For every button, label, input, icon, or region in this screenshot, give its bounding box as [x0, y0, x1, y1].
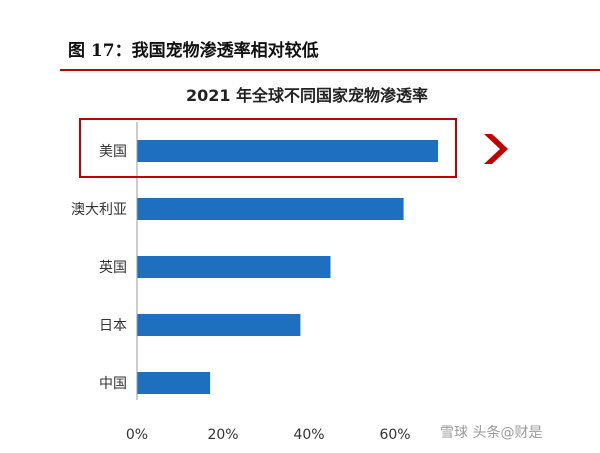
category-label-4: 中国 — [99, 376, 127, 392]
category-label-2: 英国 — [99, 259, 127, 276]
bar-4 — [137, 372, 211, 394]
chart-title: 2021 年全球不同国家宠物渗透率 — [186, 86, 428, 105]
x-tick-label-3: 60% — [379, 427, 410, 443]
x-tick-label-2: 40% — [293, 427, 324, 443]
highlight-box — [79, 118, 457, 178]
bar-3 — [137, 314, 301, 336]
category-label-1: 澳大利亚 — [71, 202, 127, 218]
highlight-arrow-icon — [484, 134, 508, 164]
x-tick-label-1: 20% — [207, 427, 238, 443]
title-divider — [60, 69, 600, 71]
bar-0 — [137, 140, 438, 162]
watermark: 雪球 头条@财是 — [440, 425, 543, 441]
category-label-0: 美国 — [99, 144, 127, 160]
x-tick-label-0: 0% — [126, 427, 148, 443]
figure-title: 图 17：我国宠物渗透率相对较低 — [68, 41, 319, 61]
bar-2 — [137, 256, 331, 278]
category-label-3: 日本 — [99, 318, 127, 334]
bar-1 — [137, 198, 404, 220]
